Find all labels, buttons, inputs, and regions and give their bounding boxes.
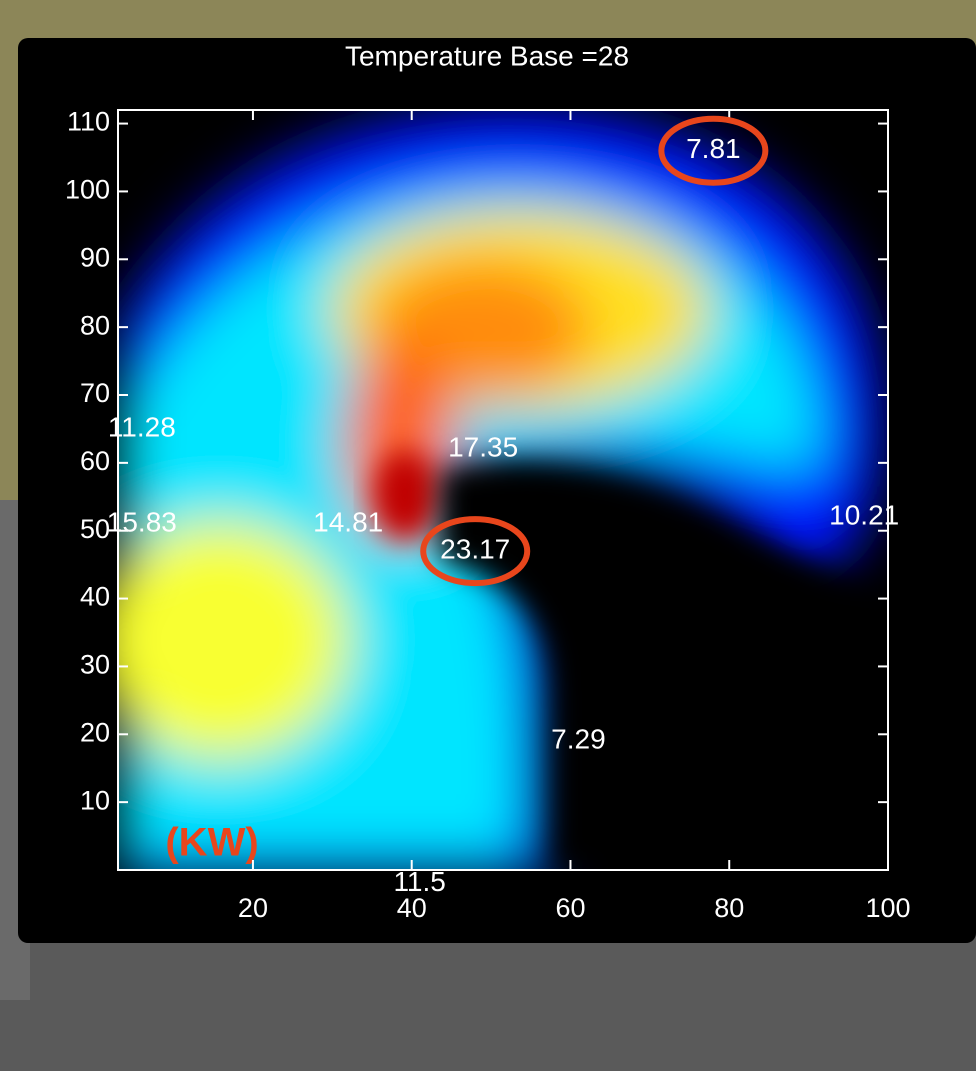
page: Temperature Base =28 (KW) 10 20 30 40 50 60 70… [0,0,976,1071]
y-tick-label: 90 [80,242,110,272]
y-tick-label: 60 [80,446,110,476]
point-value: 17.35 [448,432,518,463]
y-tick-label: 50 [80,514,110,544]
y-tick-label: 10 [80,785,110,815]
y-tick-label: 100 [65,175,110,205]
x-tick-label: 20 [238,893,268,923]
point-value: 7.29 [551,723,606,754]
point-value: 11.28 [108,411,176,442]
y-tick-label: 40 [80,582,110,612]
chart-title: Temperature Base =28 [345,40,629,71]
x-tick-label: 80 [714,893,744,923]
x-tick-label: 40 [397,893,427,923]
point-value: 15.83 [107,506,177,537]
y-tick-label: 20 [80,717,110,747]
x-tick-label: 100 [865,893,910,923]
y-tick-label: 110 [67,107,110,137]
chart: Temperature Base =28 (KW) 10 20 30 40 50 60 70… [0,0,976,1071]
y-tick-label: 70 [80,378,110,408]
point-value: 14.81 [313,506,383,537]
y-tick-label: 80 [80,310,110,340]
unit-label: (KW) [165,821,258,865]
point-value: 7.81 [686,133,741,164]
y-tick-label: 30 [80,650,110,680]
point-value: 10.21 [829,500,899,531]
heat-field [90,109,888,880]
point-value: 23.17 [440,533,510,564]
point-value: 11.5 [393,866,445,897]
x-tick-label: 60 [555,893,585,923]
city-strip [0,930,976,1071]
